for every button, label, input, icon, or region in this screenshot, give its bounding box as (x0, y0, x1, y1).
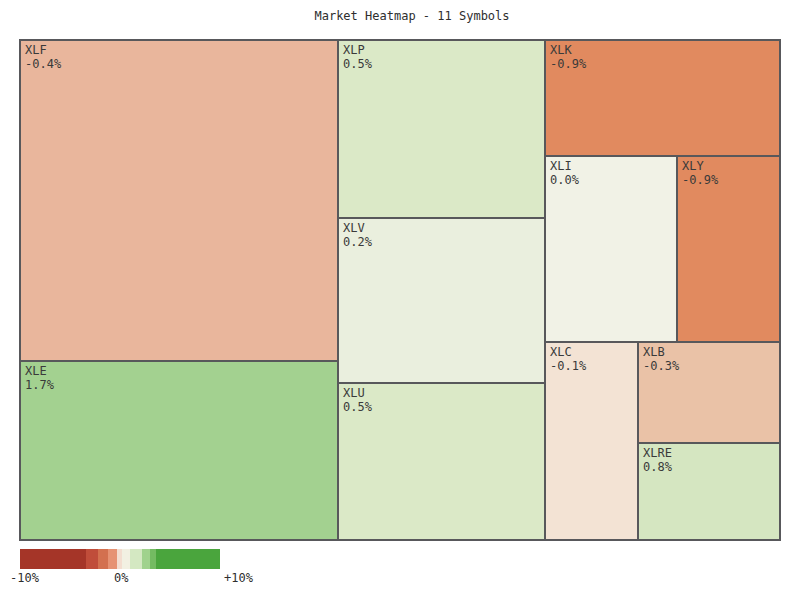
colorbar-mid-label: 0% (114, 571, 128, 585)
treemap: XLF-0.4%XLE1.7%XLP0.5%XLV0.2%XLU0.5%XLK-… (19, 39, 781, 541)
tile-change: -0.4% (25, 57, 333, 71)
tile-symbol: XLB (643, 345, 775, 359)
colorbar-max-label: +10% (224, 571, 253, 585)
tile-symbol: XLI (550, 159, 672, 173)
tile-symbol: XLRE (643, 446, 775, 460)
tile-change: -0.1% (550, 359, 633, 373)
tile-symbol: XLK (550, 43, 775, 57)
colorbar-gradient (20, 549, 220, 569)
tile-change: 1.7% (25, 378, 333, 392)
treemap-tile-xlc[interactable]: XLC-0.1% (545, 342, 638, 540)
tile-symbol: XLU (343, 386, 540, 400)
tile-symbol: XLV (343, 221, 540, 235)
tile-symbol: XLY (682, 159, 775, 173)
tile-change: -0.3% (643, 359, 775, 373)
treemap-tile-xli[interactable]: XLI0.0% (545, 156, 677, 342)
tile-symbol: XLP (343, 43, 540, 57)
tile-symbol: XLF (25, 43, 333, 57)
tile-symbol: XLC (550, 345, 633, 359)
treemap-tile-xlre[interactable]: XLRE0.8% (638, 443, 780, 540)
treemap-tile-xlp[interactable]: XLP0.5% (338, 40, 545, 218)
tile-change: 0.2% (343, 235, 540, 249)
tile-change: -0.9% (550, 57, 775, 71)
chart-title: Market Heatmap - 11 Symbols (314, 9, 509, 23)
market-heatmap-chart: Market Heatmap - 11 Symbols XLF-0.4%XLE1… (0, 0, 800, 600)
tile-change: 0.8% (643, 460, 775, 474)
tile-symbol: XLE (25, 364, 333, 378)
treemap-tile-xle[interactable]: XLE1.7% (20, 361, 338, 540)
tile-change: 0.0% (550, 173, 672, 187)
treemap-tile-xlv[interactable]: XLV0.2% (338, 218, 545, 383)
treemap-tile-xlu[interactable]: XLU0.5% (338, 383, 545, 540)
tile-change: 0.5% (343, 57, 540, 71)
colorbar-min-label: -10% (10, 571, 39, 585)
tile-change: -0.9% (682, 173, 775, 187)
tile-change: 0.5% (343, 400, 540, 414)
treemap-tile-xly[interactable]: XLY-0.9% (677, 156, 780, 342)
treemap-tile-xlf[interactable]: XLF-0.4% (20, 40, 338, 361)
treemap-tile-xlk[interactable]: XLK-0.9% (545, 40, 780, 156)
treemap-tile-xlb[interactable]: XLB-0.3% (638, 342, 780, 443)
